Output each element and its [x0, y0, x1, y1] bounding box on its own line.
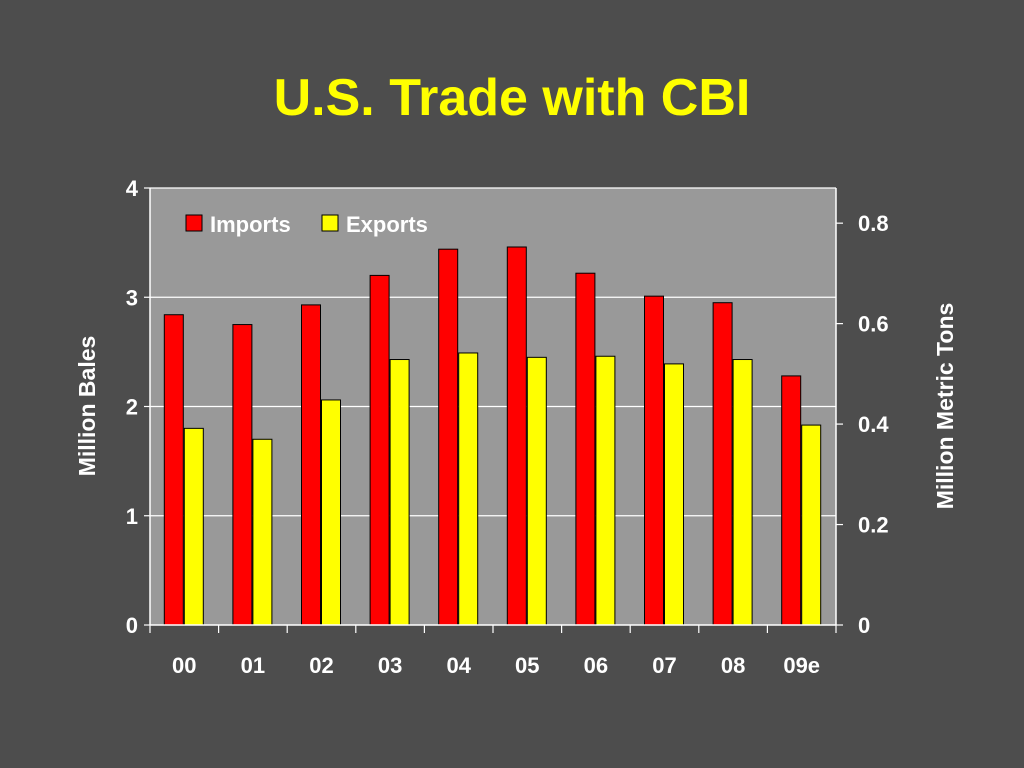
y2-axis-ticks: 0 0.2 0.4 0.6 0.8	[836, 211, 889, 638]
x-tick-label: 03	[378, 653, 402, 678]
bar-exports-08	[732, 359, 753, 626]
legend-swatch-imports	[185, 214, 203, 232]
bar-imports-07	[644, 295, 664, 626]
legend: Imports Exports	[185, 212, 428, 237]
legend-label-exports: Exports	[346, 212, 428, 237]
bar-exports-00	[183, 427, 204, 626]
x-tick-label: 05	[515, 653, 539, 678]
x-axis-ticks: 00 01 02 03 04 05 06 07 08 09e	[149, 625, 837, 678]
bar-imports-08	[712, 302, 733, 626]
y-tick-label: 3	[126, 285, 138, 310]
bar-exports-09e	[801, 424, 822, 626]
y2-tick-label: 0	[858, 613, 870, 638]
y2-tick-label: 0.4	[858, 412, 889, 437]
bar-imports-00	[163, 314, 184, 626]
slide-title: U.S. Trade with CBI	[273, 69, 751, 127]
x-tick-label: 06	[584, 653, 608, 678]
bar-exports-01	[252, 438, 273, 626]
y-axis-ticks: 0 1 2 3 4	[126, 176, 150, 638]
bar-exports-07	[664, 363, 684, 626]
bars	[163, 246, 822, 626]
bar-imports-01	[232, 324, 253, 626]
legend-label-imports: Imports	[210, 212, 291, 237]
y-tick-label: 0	[126, 613, 138, 638]
x-tick-label: 07	[652, 653, 676, 678]
x-tick-label: 02	[309, 653, 333, 678]
bar-exports-02	[321, 399, 341, 626]
y2-tick-label: 0.8	[858, 211, 889, 236]
bar-exports-06	[595, 355, 616, 626]
x-tick-label: 09e	[783, 653, 820, 678]
bar-imports-09e	[781, 375, 802, 626]
y-axis-title: Million Bales	[74, 336, 100, 477]
y2-axis-title: Million Metric Tons	[932, 303, 958, 510]
bar-imports-05	[506, 246, 527, 626]
y2-tick-label: 0.2	[858, 513, 889, 538]
x-tick-label: 01	[241, 653, 265, 678]
bar-imports-06	[575, 272, 596, 626]
legend-swatch-exports	[321, 214, 339, 232]
bar-imports-02	[301, 304, 321, 626]
y-tick-label: 2	[126, 395, 138, 420]
bar-exports-04	[458, 352, 479, 626]
bar-exports-03	[389, 359, 410, 626]
y2-tick-label: 0.6	[858, 312, 889, 337]
bar-exports-05	[526, 356, 547, 626]
y-tick-label: 1	[126, 504, 138, 529]
bar-imports-04	[438, 248, 459, 626]
x-tick-label: 00	[172, 653, 196, 678]
bar-imports-03	[369, 274, 390, 626]
x-tick-label: 04	[446, 653, 471, 678]
x-tick-label: 08	[721, 653, 745, 678]
y-tick-label: 4	[126, 176, 139, 201]
